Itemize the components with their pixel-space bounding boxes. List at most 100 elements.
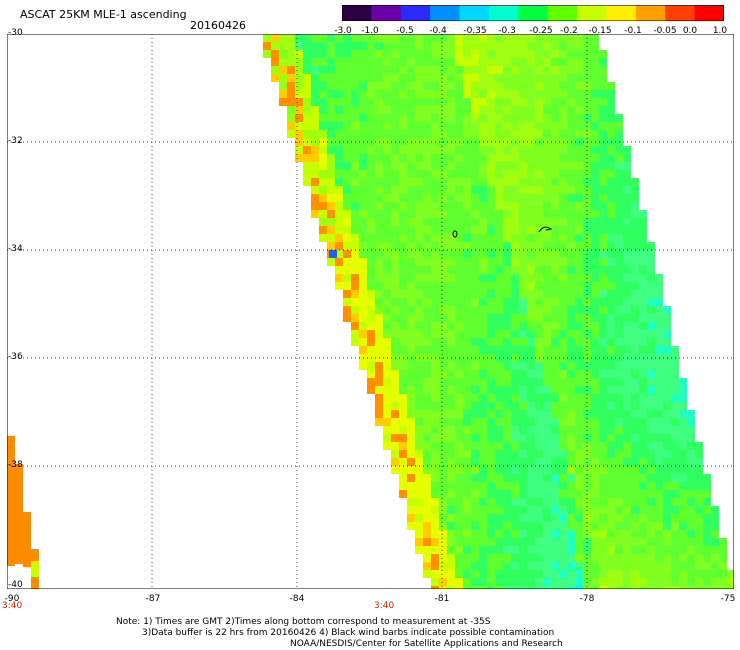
- swath-cell: [495, 434, 503, 442]
- swath-cell: [447, 74, 455, 82]
- swath-cell: [615, 314, 623, 322]
- swath-cell: [343, 114, 351, 122]
- swath-cell: [447, 474, 455, 482]
- swath-cell: [391, 106, 399, 114]
- x-tick-label: -81: [434, 594, 450, 604]
- swath-cell: [647, 346, 655, 354]
- swath-cell: [567, 162, 575, 170]
- swath-cell: [647, 474, 655, 482]
- swath-cell: [591, 402, 599, 410]
- swath-cell: [623, 178, 631, 186]
- swath-cell: [375, 242, 383, 250]
- swath-cell: [535, 242, 543, 250]
- swath-cell: [623, 322, 631, 330]
- swath-cell: [391, 218, 399, 226]
- swath-cell: [479, 130, 487, 138]
- swath-cell: [391, 418, 399, 426]
- swath-cell: [455, 122, 463, 130]
- swath-cell: [663, 394, 671, 402]
- swath-cell: [599, 282, 607, 290]
- swath-cell: [303, 106, 311, 114]
- swath-cell: [631, 178, 639, 186]
- swath-cell: [375, 258, 383, 266]
- swath-cell: [567, 562, 575, 570]
- swath-cell: [319, 114, 327, 122]
- swath-cell: [567, 466, 575, 474]
- swath-cell: [335, 234, 343, 242]
- swath-cell: [487, 450, 495, 458]
- swath-cell: [447, 434, 455, 442]
- swath-cell: [351, 34, 359, 42]
- swath-cell: [335, 42, 343, 50]
- swath-cell: [559, 226, 567, 234]
- swath-cell: [487, 298, 495, 306]
- swath-cell: [487, 202, 495, 210]
- swath-cell: [351, 194, 359, 202]
- swath-cell: [607, 178, 615, 186]
- swath-cell: [447, 538, 455, 546]
- swath-cell: [511, 154, 519, 162]
- swath-cell: [639, 402, 647, 410]
- swath-cell: [343, 210, 351, 218]
- swath-cell: [655, 530, 663, 538]
- swath-cell: [383, 146, 391, 154]
- swath-cell: [607, 570, 615, 578]
- swath-cell: [671, 546, 679, 554]
- swath-cell: [527, 450, 535, 458]
- swath-cell: [527, 554, 535, 562]
- swath-cell: [519, 386, 527, 394]
- swath-cell: [479, 514, 487, 522]
- swath-cell: [343, 122, 351, 130]
- swath-cell: [615, 234, 623, 242]
- swath-cell: [463, 274, 471, 282]
- swath-cell: [511, 538, 519, 546]
- swath-cell: [423, 482, 431, 490]
- swath-cell: [607, 314, 615, 322]
- swath-cell: [623, 186, 631, 194]
- swath-cell: [591, 378, 599, 386]
- swath-cell: [439, 146, 447, 154]
- swath-cell: [567, 186, 575, 194]
- swath-cell: [623, 274, 631, 282]
- swath-cell: [343, 58, 351, 66]
- swath-cell: [511, 418, 519, 426]
- swath-cell: [343, 186, 351, 194]
- swath-cell: [455, 290, 463, 298]
- swath-cell: [495, 106, 503, 114]
- swath-cell: [503, 562, 511, 570]
- swath-cell: [383, 338, 391, 346]
- swath-cell: [527, 562, 535, 570]
- swath-cell: [295, 66, 303, 74]
- swath-cell: [711, 554, 719, 562]
- swath-cell: [655, 298, 663, 306]
- swath-cell: [287, 74, 295, 82]
- swath-cell: [559, 274, 567, 282]
- swath-cell: [415, 90, 423, 98]
- swath-cell: [511, 170, 519, 178]
- swath-cell: [391, 210, 399, 218]
- swath-cell: [615, 298, 623, 306]
- swath-cell: [431, 130, 439, 138]
- swath-cell: [423, 314, 431, 322]
- swath-cell: [535, 98, 543, 106]
- swath-cell: [463, 234, 471, 242]
- swath-cell: [391, 458, 399, 466]
- swath-cell: [495, 250, 503, 258]
- swath-cell: [511, 562, 519, 570]
- swath-cell: [607, 394, 615, 402]
- swath-cell: [455, 226, 463, 234]
- swath-cell: [559, 546, 567, 554]
- swath-cell: [431, 90, 439, 98]
- swath-cell: [559, 122, 567, 130]
- swath-cell: [511, 258, 519, 266]
- swath-cell: [455, 346, 463, 354]
- swath-cell: [607, 490, 615, 498]
- swath-cell: [655, 346, 663, 354]
- swath-cell: [415, 514, 423, 522]
- swath-cell: [527, 466, 535, 474]
- swath-cell: [503, 170, 511, 178]
- swath-cell: [551, 218, 559, 226]
- swath-cell: [599, 482, 607, 490]
- swath-cell: [591, 506, 599, 514]
- swath-cell: [615, 458, 623, 466]
